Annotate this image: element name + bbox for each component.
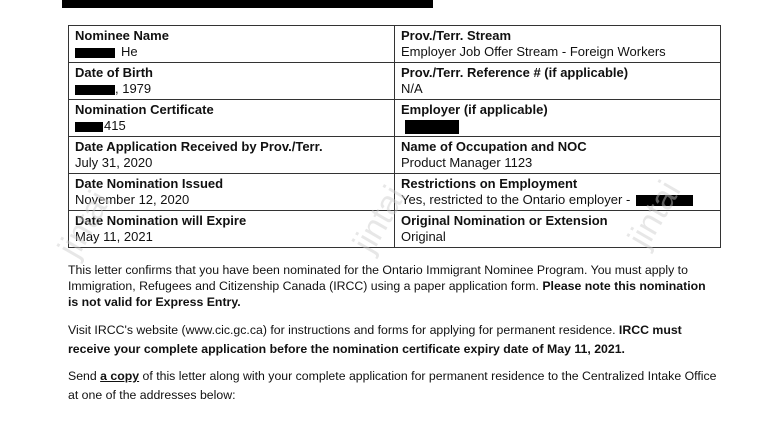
field-value: , 1979 <box>75 81 388 97</box>
field-label: Nomination Certificate <box>75 102 214 117</box>
field-value-text: He <box>121 44 138 59</box>
field-value-text: November 12, 2020 <box>75 192 190 207</box>
table-cell: Prov./Terr. Stream Employer Job Offer Str… <box>394 25 721 63</box>
nomination-details-table: Nominee Name He Prov./Terr. Stream Employer… <box>68 25 721 248</box>
field-value-text: Product Manager 1123 <box>401 155 533 170</box>
table-row: Date Nomination Issued November 12, 2020 R… <box>68 173 721 211</box>
field-value: Yes, restricted to the Ontario employer … <box>401 192 714 208</box>
paragraph-text: of this letter along with your complete … <box>68 369 717 402</box>
field-value: Employer Job Offer Stream - Foreign Work… <box>401 44 714 60</box>
table-row: Nominee Name He Prov./Terr. Stream Employer… <box>68 25 721 63</box>
table-cell: Date Nomination Issued November 12, 2020 <box>68 173 395 211</box>
table-cell: Name of Occupation and NOC Product Manage… <box>394 136 721 174</box>
field-value: July 31, 2020 <box>75 155 388 171</box>
table-row: Date Application Received by Prov./Terr.… <box>68 136 721 174</box>
field-value: N/A <box>401 81 714 97</box>
field-label: Original Nomination or Extension <box>401 213 608 228</box>
table-cell: Original Nomination or Extension Original <box>394 210 721 248</box>
field-value-text: July 31, 2020 <box>75 155 153 170</box>
field-value-text: Original <box>401 229 446 244</box>
field-label: Employer (if applicable) <box>401 102 548 117</box>
field-label: Date of Birth <box>75 65 153 80</box>
redacted-header <box>62 0 433 8</box>
field-value: 415 <box>75 118 388 134</box>
a-copy-emphasis: a copy <box>100 369 140 383</box>
paragraph-ircc: Visit IRCC's website (www.cic.gc.ca) for… <box>68 321 718 359</box>
table-cell: Date Nomination will Expire May 11, 2021 <box>68 210 395 248</box>
paragraph-text: Visit IRCC's website (www.cic.gc.ca) for… <box>68 323 619 337</box>
redacted-text <box>405 119 459 134</box>
field-value-text: May 11, 2021 <box>75 229 153 244</box>
redacted-text <box>636 195 694 207</box>
field-value: Product Manager 1123 <box>401 155 714 171</box>
field-label: Date Nomination will Expire <box>75 213 247 228</box>
table-cell: Prov./Terr. Reference # (if applicable) N… <box>394 62 721 100</box>
field-label: Prov./Terr. Reference # (if applicable) <box>401 65 629 80</box>
field-label: Nominee Name <box>75 28 169 43</box>
field-value: May 11, 2021 <box>75 229 388 245</box>
table-row: Date of Birth, 1979 Prov./Terr. Reference… <box>68 62 721 100</box>
table-cell: Date of Birth, 1979 <box>68 62 395 100</box>
field-value-text: N/A <box>401 81 423 96</box>
paragraph-text: This letter confirms that you have been … <box>68 263 688 293</box>
field-value-text: Yes, restricted to the Ontario employer … <box>401 192 631 207</box>
field-value: November 12, 2020 <box>75 192 388 208</box>
table-cell: Employer (if applicable) <box>394 99 721 137</box>
paragraph-text: Send <box>68 369 101 383</box>
paragraph-send-copy: Send a copy of this letter along with yo… <box>68 367 718 405</box>
field-label: Restrictions on Employment <box>401 176 578 191</box>
field-value-text: 415 <box>104 118 126 133</box>
table-cell: Nominee Name He <box>68 25 395 63</box>
field-value: He <box>75 44 388 60</box>
field-value-text: , 1979 <box>115 81 152 96</box>
table-row: Nomination Certificate 415 Employer (if ap… <box>68 99 721 137</box>
redacted-text <box>75 121 103 132</box>
table-cell: Date Application Received by Prov./Terr.… <box>68 136 395 174</box>
field-label: Date Nomination Issued <box>75 176 224 191</box>
field-value-text: Employer Job Offer Stream - Foreign Work… <box>401 44 666 59</box>
field-value: Original <box>401 229 714 245</box>
paragraph-confirmation: This letter confirms that you have been … <box>68 262 718 310</box>
table-cell: Restrictions on Employment Yes, restricte… <box>394 173 721 211</box>
table-row: Date Nomination will Expire May 11, 2021 O… <box>68 210 721 248</box>
redacted-text <box>75 47 115 58</box>
field-label: Name of Occupation and NOC <box>401 139 587 154</box>
field-label: Prov./Terr. Stream <box>401 28 512 43</box>
paragraph-bold: IRCC must receive your complete applicat… <box>68 323 682 356</box>
field-value <box>401 118 714 134</box>
table-cell: Nomination Certificate 415 <box>68 99 395 137</box>
field-label: Date Application Received by Prov./Terr. <box>75 139 323 154</box>
redacted-text <box>75 84 115 95</box>
paragraph-bold: Please note this nomination is not valid… <box>68 279 706 309</box>
